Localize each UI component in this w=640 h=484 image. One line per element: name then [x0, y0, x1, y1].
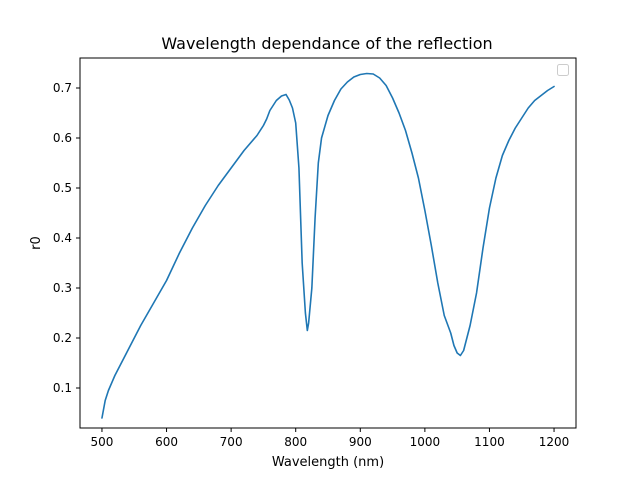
series-layer	[101, 72, 555, 419]
y-tick-label: 0.7	[53, 81, 72, 95]
y-tick-label: 0.6	[53, 131, 72, 145]
legend-box	[557, 64, 569, 76]
plot-background	[80, 58, 576, 428]
x-axis-ticks: 500 600 700 800 900 1000 1100 1200	[91, 428, 570, 449]
x-axis-label: Wavelength (nm)	[272, 455, 384, 470]
x-tick-label: 800	[284, 435, 307, 449]
x-tick-label: 900	[349, 435, 372, 449]
x-tick-label: 1200	[539, 435, 570, 449]
y-axis-label: r0	[29, 236, 44, 250]
series-line-0	[101, 72, 555, 419]
y-tick-label: 0.2	[53, 331, 72, 345]
plot-frame	[79, 57, 577, 429]
x-tick-label: 1100	[474, 435, 505, 449]
plot-area	[80, 58, 576, 428]
y-tick-label: 0.4	[53, 231, 72, 245]
y-tick-label: 0.5	[53, 181, 72, 195]
x-tick-label: 600	[155, 435, 178, 449]
x-tick-label: 500	[91, 435, 114, 449]
y-tick-label: 0.1	[53, 381, 72, 395]
x-tick-label: 1000	[410, 435, 441, 449]
y-tick-label: 0.3	[53, 281, 72, 295]
x-tick-label: 700	[220, 435, 243, 449]
y-axis-ticks: 0.1 0.2 0.3 0.4 0.5 0.6 0.7	[53, 81, 80, 395]
chart-title: Wavelength dependance of the reflection	[161, 34, 492, 53]
